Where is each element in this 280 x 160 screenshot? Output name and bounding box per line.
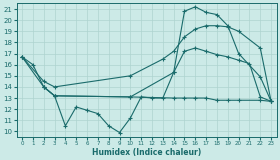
- X-axis label: Humidex (Indice chaleur): Humidex (Indice chaleur): [92, 148, 201, 156]
